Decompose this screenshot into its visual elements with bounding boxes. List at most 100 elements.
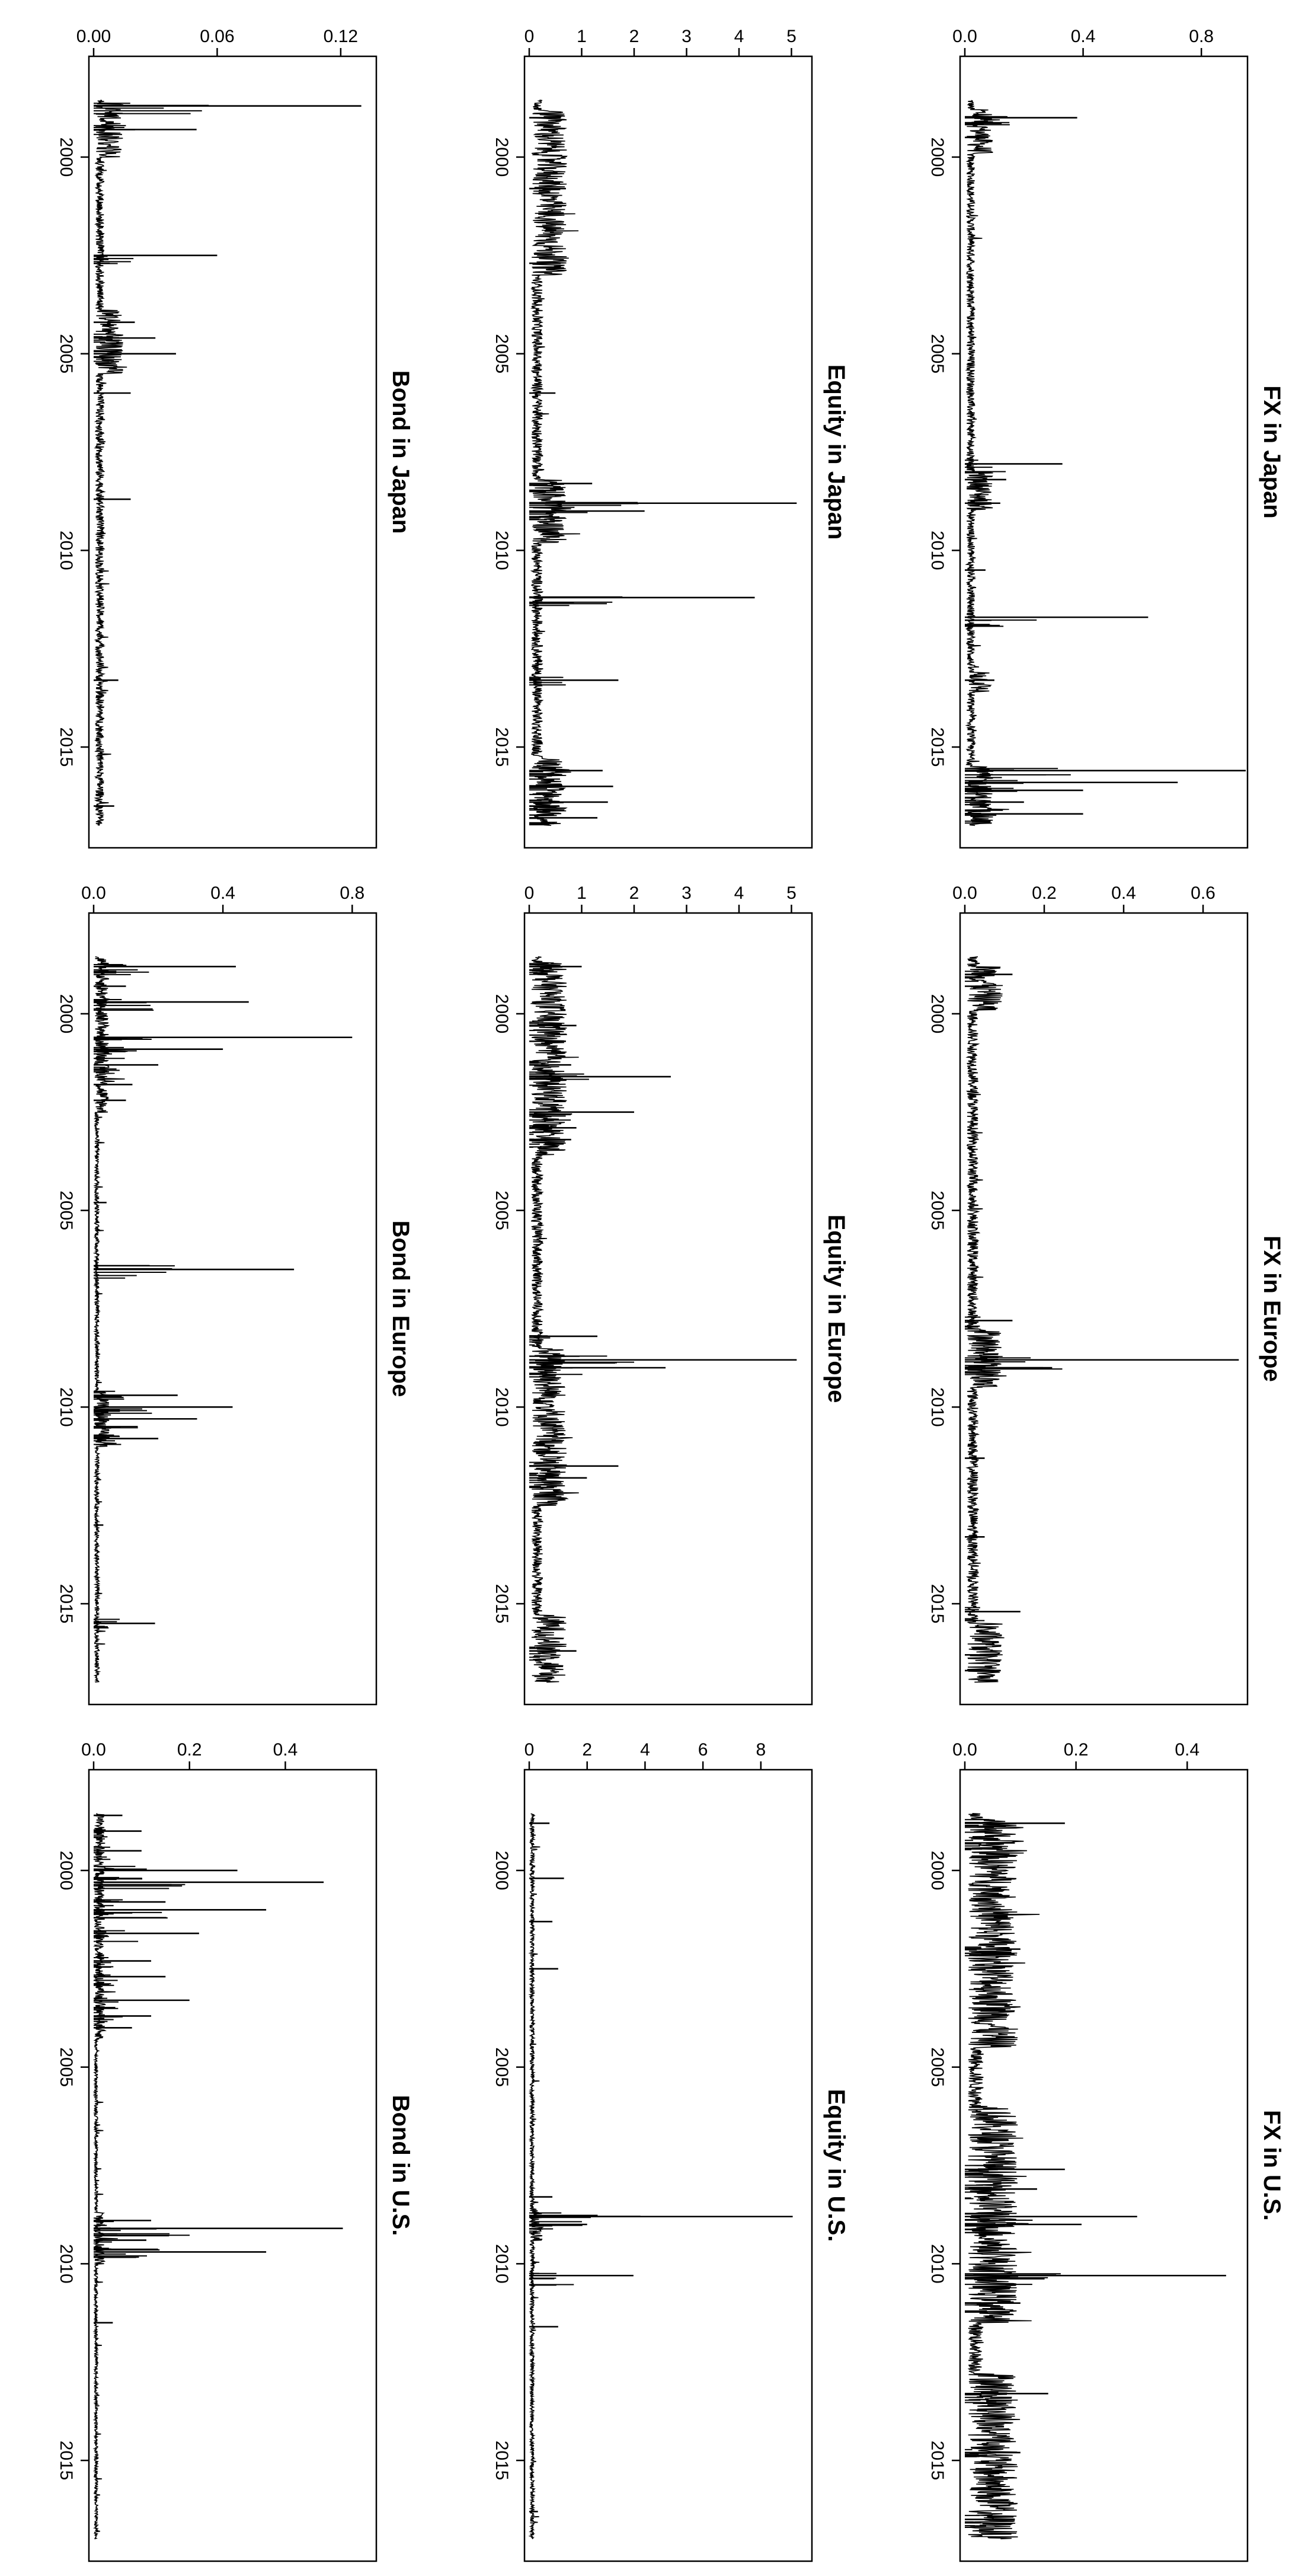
y-tick-label: 2	[629, 27, 639, 46]
plot-frame	[88, 912, 378, 1706]
x-tick-label: 2010	[492, 2244, 511, 2284]
y-tick-label: 0.06	[200, 27, 234, 46]
series-line	[529, 100, 797, 826]
y-tick-label: 0.4	[1071, 27, 1096, 46]
x-tick-label: 2005	[927, 334, 947, 374]
x-tick-label: 2005	[492, 2047, 511, 2087]
y-tick-label: 0.2	[1032, 883, 1057, 903]
y-tick-label: 1	[577, 883, 587, 903]
x-tick-label: 2015	[56, 727, 76, 767]
y-tick-label: 0.0	[952, 27, 977, 46]
y-tick-label: 8	[756, 1740, 766, 1760]
x-tick-label: 2005	[927, 1190, 947, 1230]
y-tick-label: 2	[629, 883, 639, 903]
y-tick-label: 0.4	[1111, 883, 1136, 903]
y-tick-label: 4	[640, 1740, 650, 1760]
series-line	[94, 100, 362, 826]
baseline-trace	[530, 100, 580, 826]
y-tick-label: 0.0	[81, 883, 106, 903]
x-tick-label: 2000	[492, 138, 511, 177]
plot-frame	[88, 55, 378, 849]
x-tick-label: 2015	[56, 1584, 76, 1624]
plot-frame	[523, 912, 813, 1706]
x-tick-label: 2015	[492, 1584, 511, 1624]
x-tick-label: 2015	[492, 727, 511, 767]
baseline-trace	[965, 956, 1007, 1683]
series-line	[965, 100, 1246, 826]
y-tick-label: 3	[682, 27, 692, 46]
baseline-trace	[92, 1813, 123, 2540]
baseline-trace	[92, 956, 127, 1683]
baseline-trace	[94, 100, 127, 826]
x-tick-label: 2015	[927, 727, 947, 767]
y-tick-label: 0	[524, 27, 535, 46]
x-tick-label: 2005	[927, 2047, 947, 2087]
y-tick-label: 1	[577, 27, 587, 46]
baseline-trace	[530, 956, 579, 1683]
x-tick-label: 2015	[56, 2441, 76, 2481]
y-tick-label: 5	[786, 883, 797, 903]
panel-0: FX in Japan 0.0 0.4 0.8 2000 2005 2010 2015	[927, 27, 1285, 849]
y-tick-label: 0.4	[273, 1740, 298, 1760]
plot-frame	[959, 1769, 1249, 2562]
baseline-trace	[528, 1813, 545, 2539]
series-line	[965, 956, 1239, 1683]
panel-7: Equity in U.S. 0 2 4 6 8 2000 2005 2010 2015	[492, 1740, 849, 2562]
y-tick-label: 0.0	[952, 883, 977, 903]
x-tick-label: 2015	[927, 1584, 947, 1624]
panel-title: FX in Europe	[1259, 1236, 1285, 1382]
plot-frame	[959, 912, 1249, 1706]
baseline-trace	[967, 1813, 1040, 2540]
panel-title: Bond in Europe	[388, 1221, 414, 1397]
y-tick-label: 0	[524, 883, 535, 903]
baseline-trace	[965, 100, 1009, 826]
panel-4: Equity in Europe 0 1 2 3 4 5 2000 2005 2010 2015	[492, 883, 849, 1706]
x-tick-label: 2000	[927, 994, 947, 1034]
panel-title: Equity in Japan	[823, 365, 849, 540]
x-tick-label: 2000	[56, 1851, 76, 1891]
x-tick-label: 2010	[492, 1387, 511, 1427]
y-tick-label: 5	[786, 27, 797, 46]
x-tick-label: 2010	[56, 531, 76, 570]
panel-1: Equity in Japan 0 1 2 3 4 5 2000 2005 2010 2015	[492, 27, 849, 849]
x-tick-label: 2010	[56, 2244, 76, 2284]
series-line	[528, 1813, 793, 2539]
y-tick-label: 2	[582, 1740, 592, 1760]
x-tick-label: 2000	[56, 994, 76, 1034]
x-tick-label: 2010	[927, 1387, 947, 1427]
x-tick-label: 2010	[492, 531, 511, 570]
y-tick-label: 0.4	[210, 883, 235, 903]
plot-frame	[523, 1769, 813, 2562]
y-tick-label: 3	[682, 883, 692, 903]
y-tick-label: 0.8	[340, 883, 364, 903]
panel-title: Equity in Europe	[823, 1215, 849, 1403]
x-tick-label: 2000	[492, 994, 511, 1034]
plot-frame	[959, 55, 1249, 849]
y-tick-label: 0.0	[952, 1740, 977, 1760]
x-tick-label: 2000	[927, 138, 947, 177]
x-tick-label: 2010	[927, 531, 947, 570]
plot-frame	[523, 55, 813, 849]
y-tick-label: 4	[734, 27, 744, 46]
y-tick-label: 0.2	[177, 1740, 202, 1760]
x-tick-label: 2000	[927, 1851, 947, 1891]
panel-5: Bond in Europe 0.0 0.4 0.8 2000 2005 2010 2015	[56, 883, 414, 1706]
panel-title: Bond in Japan	[388, 371, 414, 534]
x-tick-label: 2015	[927, 2441, 947, 2481]
panel-title: Bond in U.S.	[388, 2095, 414, 2236]
x-tick-label: 2015	[492, 2441, 511, 2481]
y-tick-label: 0	[524, 1740, 535, 1760]
series-line	[965, 1813, 1226, 2540]
x-tick-label: 2005	[56, 334, 76, 374]
panel-title: FX in U.S.	[1259, 2110, 1285, 2221]
y-tick-label: 0.6	[1191, 883, 1216, 903]
y-tick-label: 4	[734, 883, 744, 903]
y-tick-label: 6	[698, 1740, 708, 1760]
x-tick-label: 2005	[56, 2047, 76, 2087]
x-tick-label: 2010	[56, 1387, 76, 1427]
series-line	[92, 1813, 343, 2540]
x-tick-label: 2005	[492, 334, 511, 374]
